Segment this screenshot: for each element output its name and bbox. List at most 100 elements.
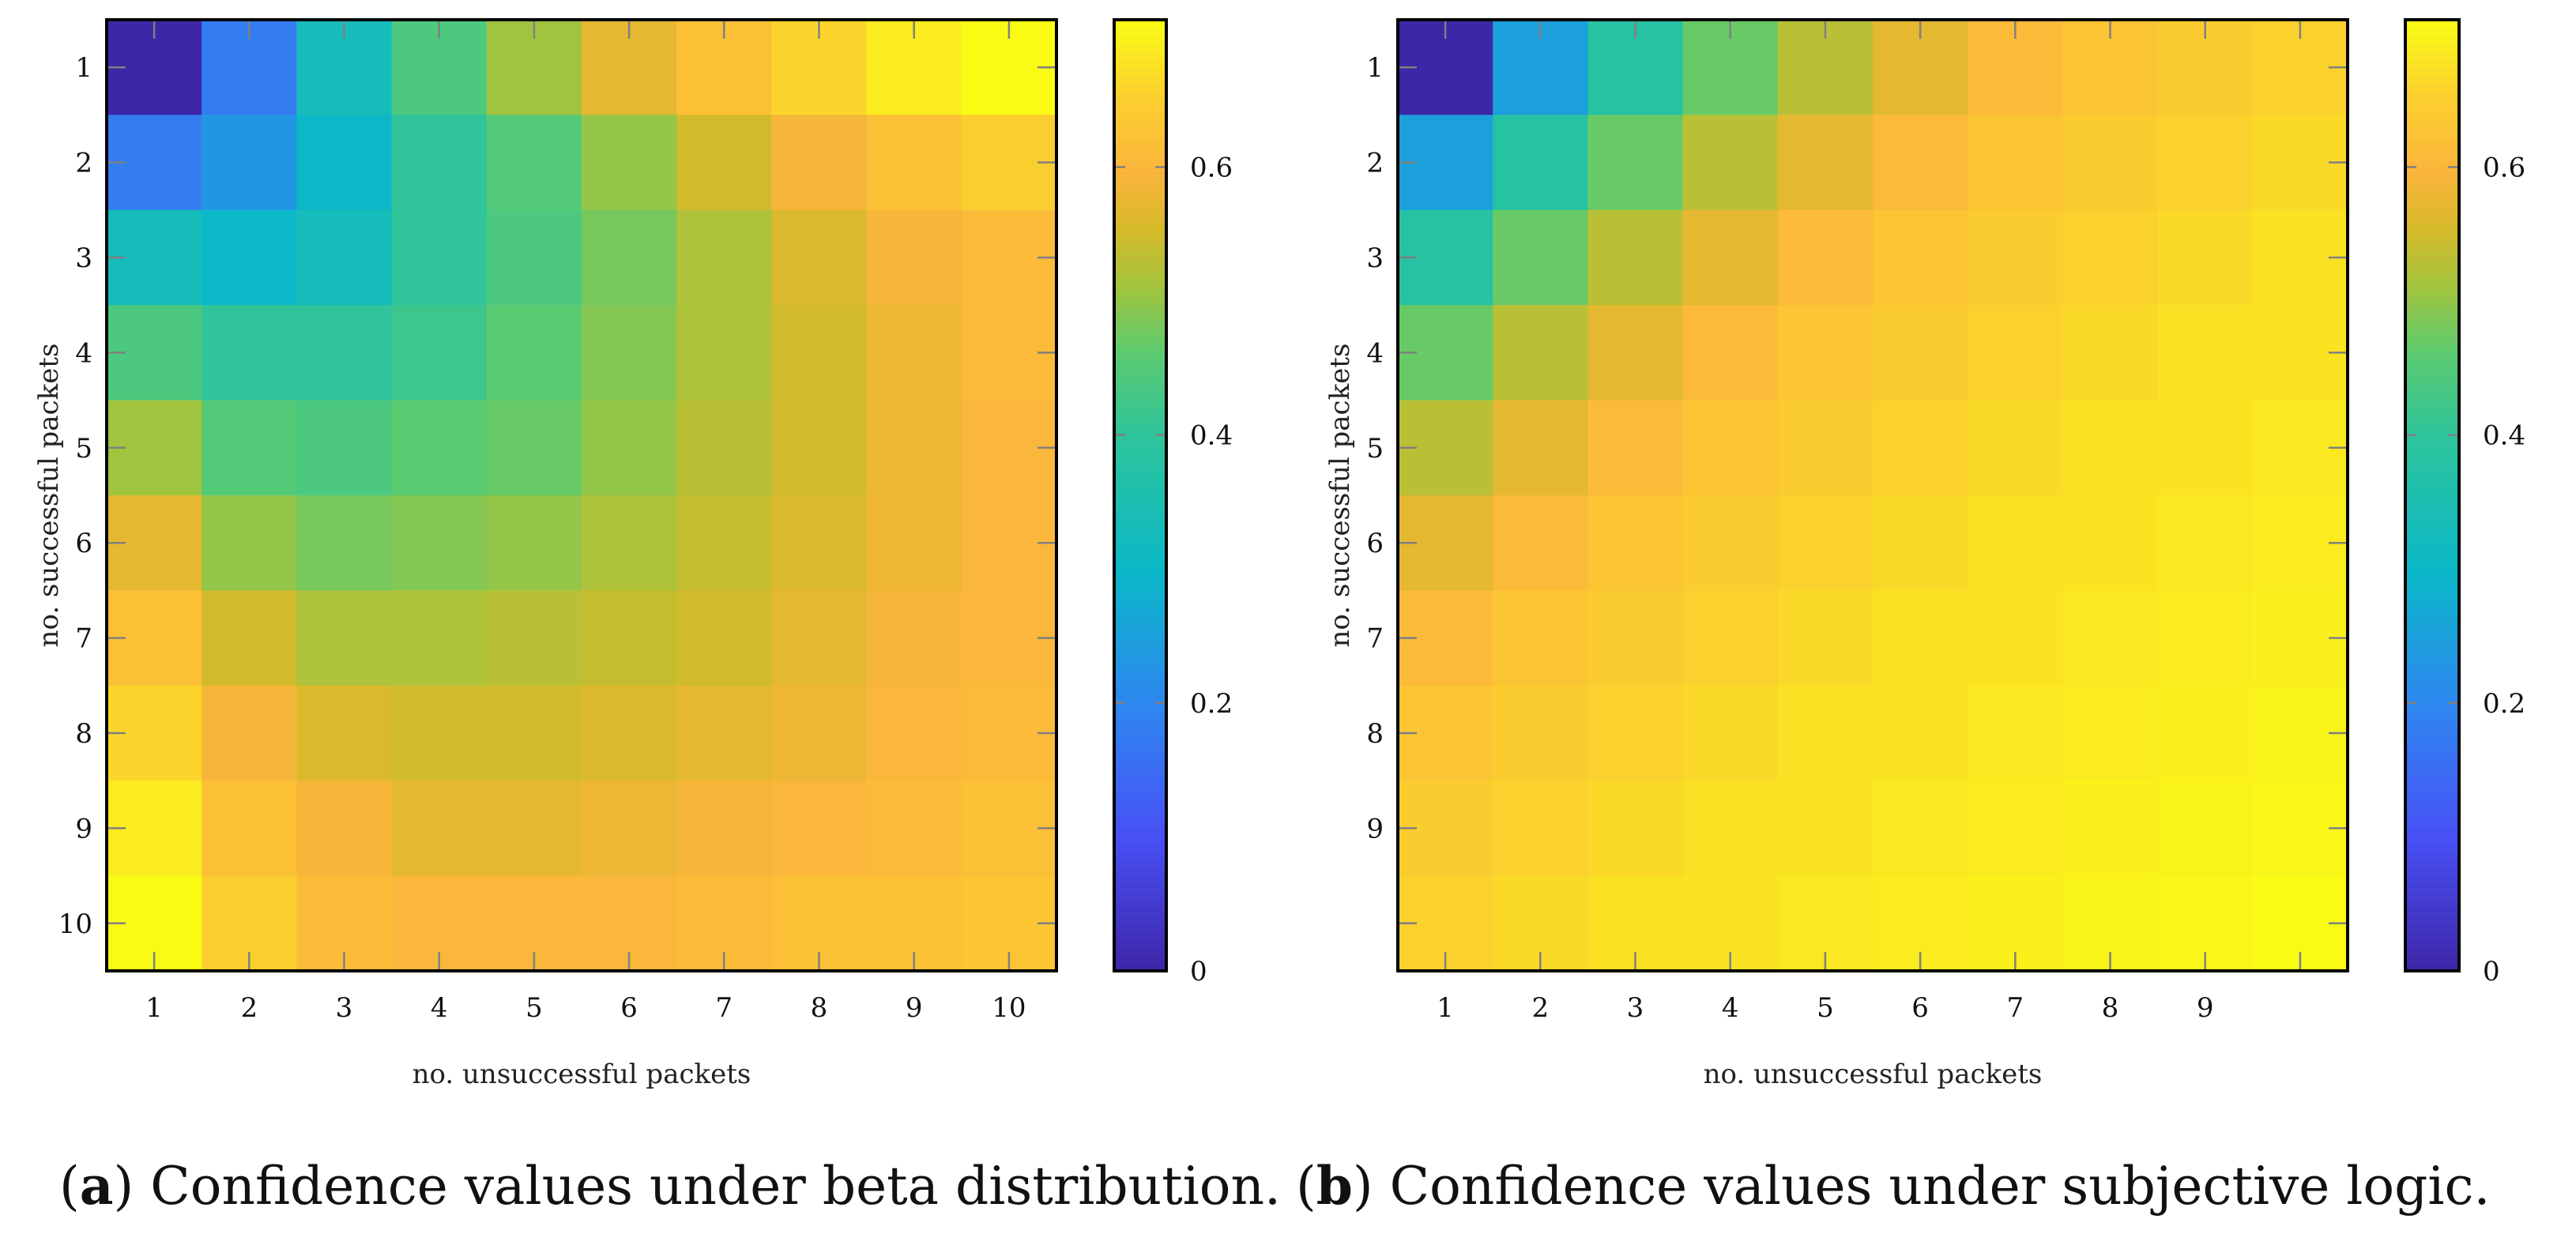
heatmap-cell: [676, 495, 772, 591]
x-tick-label: 6: [620, 992, 638, 1024]
heatmap-cell: [2157, 400, 2254, 496]
heatmap-cell: [1587, 780, 1684, 877]
colorbar-segment: [1114, 281, 1166, 290]
colorbar-segment: [2405, 36, 2459, 44]
colorbar-segment: [2405, 954, 2459, 964]
colorbar-segment: [2405, 329, 2459, 338]
colorbar-segment: [1114, 154, 1166, 164]
colorbar-segment: [2405, 20, 2459, 28]
colorbar-segment: [1114, 194, 1166, 203]
colorbar-segment: [2405, 503, 2459, 512]
colorbar-segment: [1114, 329, 1166, 338]
colorbar-segment: [1114, 852, 1166, 861]
colorbar-segment: [1114, 447, 1166, 457]
colorbar-segment: [1114, 709, 1166, 718]
colorbar-segment: [2405, 376, 2459, 386]
colorbar-segment: [2405, 400, 2459, 409]
colorbar-segment: [2405, 416, 2459, 425]
colorbar-segment: [2405, 931, 2459, 940]
caption-b: (b) Confidence values under subjective l…: [1296, 1155, 2491, 1217]
colorbar-segment: [1114, 717, 1166, 726]
colorbar-segment: [2405, 392, 2459, 401]
colorbar-tick-label: 0: [1190, 956, 1207, 987]
colorbar-segment: [2405, 724, 2459, 734]
colorbar-segment: [2405, 146, 2459, 156]
colorbar-segment: [1114, 249, 1166, 258]
colorbar-segment: [2405, 154, 2459, 164]
heatmap-cell: [486, 590, 582, 686]
heatmap-cell: [582, 115, 677, 211]
heatmap-cell: [1968, 590, 2063, 686]
colorbar-segment: [2405, 899, 2459, 908]
heatmap-cell: [1873, 590, 1968, 686]
heatmap-cell: [582, 209, 677, 306]
colorbar-segment: [1114, 875, 1166, 885]
colorbar-segment: [1114, 305, 1166, 314]
colorbar-segment: [2405, 844, 2459, 853]
y-tick-label: 4: [75, 337, 92, 369]
y-tick-label: 8: [1366, 718, 1384, 750]
colorbar-segment: [2405, 439, 2459, 449]
colorbar-segment: [2405, 765, 2459, 773]
heatmap-cell: [391, 400, 488, 496]
heatmap-cell: [771, 400, 868, 496]
heatmap-cell: [866, 209, 962, 306]
colorbar-segment: [2405, 431, 2459, 441]
colorbar-segment: [2405, 122, 2459, 132]
colorbar-segment: [1114, 614, 1166, 623]
heatmap-cell: [201, 209, 297, 306]
heatmap-cell: [866, 400, 962, 496]
colorbar-segment: [2405, 265, 2459, 274]
colorbar-segment: [2405, 360, 2459, 370]
x-tick-label: 7: [715, 992, 733, 1024]
colorbar-segment: [1114, 178, 1166, 187]
colorbar-segment: [2405, 408, 2459, 417]
x-tick-label: 5: [1817, 992, 1834, 1024]
y-tick-label: 1: [1366, 52, 1384, 84]
colorbar-segment: [1114, 400, 1166, 409]
y-tick-label: 5: [75, 433, 92, 465]
colorbar-segment: [2405, 344, 2459, 354]
colorbar-segment: [1114, 20, 1166, 28]
x-tick-label: 3: [1627, 992, 1644, 1024]
heatmap-cell: [1873, 115, 1968, 211]
colorbar-segment: [1114, 859, 1166, 869]
heatmap-cell: [1682, 400, 1779, 496]
y-tick-label: 6: [75, 528, 92, 559]
heatmap-cell: [2157, 590, 2254, 686]
colorbar-segment: [1114, 408, 1166, 417]
colorbar-segment: [1114, 423, 1166, 433]
heatmap-cell: [1587, 209, 1684, 306]
colorbar-segment: [2405, 423, 2459, 433]
colorbar-segment: [1114, 217, 1166, 227]
colorbar-segment: [1114, 788, 1166, 798]
colorbar-segment: [2405, 479, 2459, 488]
colorbar-segment: [1114, 780, 1166, 790]
colorbar-segment: [1114, 122, 1166, 132]
colorbar-tick-label: 0.6: [2483, 152, 2525, 184]
colorbar-segment: [2405, 99, 2459, 108]
colorbar-segment: [1114, 511, 1166, 520]
colorbar-segment: [2405, 281, 2459, 290]
colorbar-segment: [1114, 638, 1166, 647]
heatmap-cell: [391, 115, 488, 211]
caption-b-label: b: [1316, 1155, 1353, 1217]
colorbar-segment: [2405, 606, 2459, 615]
x-tick-label: 9: [906, 992, 923, 1024]
heatmap-cell: [1873, 305, 1968, 401]
y-tick-label: 10: [58, 908, 92, 940]
plot-frame: [105, 18, 1058, 972]
colorbar-segment: [2405, 883, 2459, 893]
heatmap-cell: [582, 780, 677, 877]
heatmap-cell: [676, 685, 772, 781]
colorbar-segment: [1114, 146, 1166, 156]
colorbar-segment: [2405, 582, 2459, 592]
colorbar-segment: [2405, 384, 2459, 393]
heatmap-cell: [2062, 685, 2159, 781]
heatmap-cell: [1493, 780, 1588, 877]
heatmap-cell: [1493, 400, 1588, 496]
y-axis-label: no. successful packets: [1324, 344, 1356, 648]
colorbar-segment: [2405, 28, 2459, 36]
heatmap-cell: [582, 400, 677, 496]
heatmap-cell: [582, 305, 677, 401]
